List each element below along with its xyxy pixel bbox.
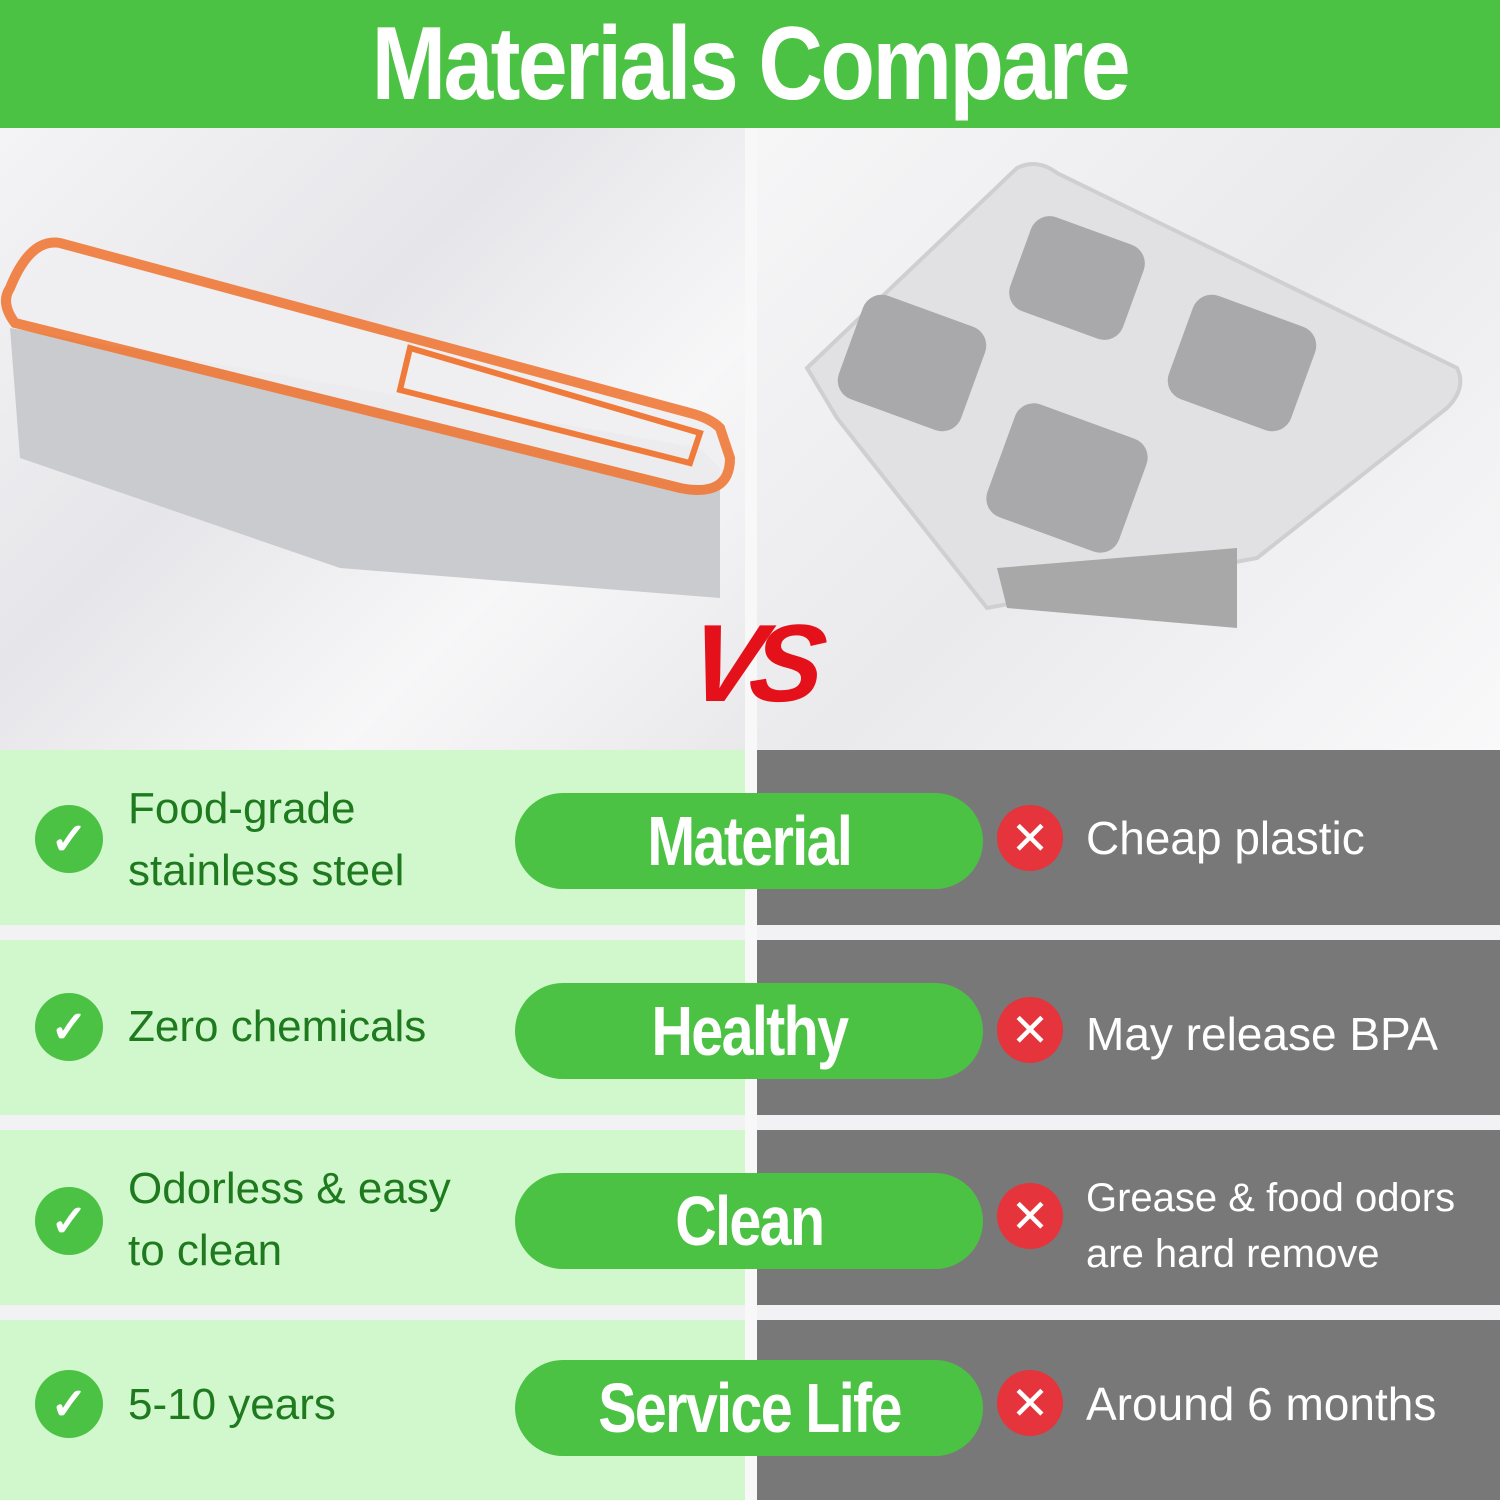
x-circle-icon: ✕: [997, 997, 1063, 1063]
good-text: Zero chemicals: [128, 1002, 427, 1051]
category-label: Healthy: [651, 992, 849, 1070]
compare-row-material: ✓ Food-grade stainless steel Material ✕ …: [0, 750, 1500, 925]
vs-label: VS: [681, 602, 822, 725]
bad-text: Grease & food odors are hard remove: [1086, 1176, 1456, 1276]
good-text: 5-10 years: [128, 1380, 336, 1429]
category-pill: Material: [515, 793, 983, 889]
plastic-container-image: [757, 128, 1500, 750]
x-circle-icon: ✕: [997, 1183, 1063, 1249]
compare-row-healthy: ✓ Zero chemicals Healthy ✕ May release B…: [0, 940, 1500, 1115]
check-circle-icon: ✓: [35, 1370, 103, 1438]
category-label: Material: [647, 802, 852, 880]
bad-text: Around 6 months: [1086, 1378, 1437, 1430]
check-circle-icon: ✓: [35, 805, 103, 873]
check-circle-icon: ✓: [35, 993, 103, 1061]
check-circle-icon: ✓: [35, 1187, 103, 1255]
page-title: Materials Compare: [371, 5, 1131, 122]
category-label: Service Life: [597, 1369, 902, 1447]
category-pill: Healthy: [515, 983, 983, 1079]
compare-row-clean: ✓ Odorless & easy to clean Clean ✕ Greas…: [0, 1130, 1500, 1305]
bad-text: May release BPA: [1086, 1008, 1438, 1060]
category-pill: Clean: [515, 1173, 983, 1269]
compare-row-service-life: ✓ 5-10 years Service Life ✕ Around 6 mon…: [0, 1320, 1500, 1500]
stainless-steel-container-image: [0, 128, 745, 750]
x-circle-icon: ✕: [997, 1370, 1063, 1436]
good-text: Odorless & easy to clean: [128, 1164, 451, 1275]
bad-text: Cheap plastic: [1086, 812, 1365, 864]
title-banner: Materials Compare: [0, 0, 1500, 128]
category-pill: Service Life: [515, 1360, 983, 1456]
good-text: Food-grade stainless steel: [128, 784, 405, 895]
x-circle-icon: ✕: [997, 805, 1063, 871]
category-label: Clean: [674, 1182, 825, 1260]
